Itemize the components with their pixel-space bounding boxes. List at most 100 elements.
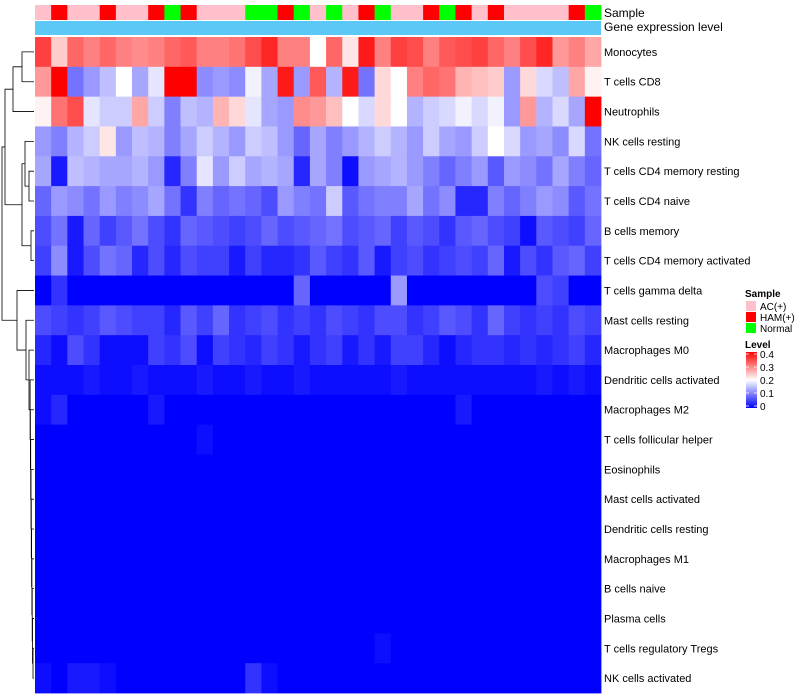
gene-annotation-label: Gene expression level <box>604 20 723 34</box>
heatmap-cell <box>503 37 521 68</box>
heatmap-cell <box>261 156 278 187</box>
heatmap-cell <box>115 215 133 247</box>
heatmap-cell <box>520 126 537 157</box>
heatmap-cell <box>67 156 84 187</box>
heatmap-cell <box>67 215 84 247</box>
heatmap-cell <box>358 37 375 68</box>
heatmap-cell <box>552 335 570 366</box>
heatmap-cell <box>293 126 311 157</box>
heatmap-cell <box>520 663 537 694</box>
heatmap-cell <box>99 215 117 247</box>
heatmap-cell <box>293 37 311 68</box>
heatmap-cell <box>326 215 343 247</box>
heatmap-cell <box>277 543 295 575</box>
heatmap-cell <box>342 335 359 366</box>
heatmap-cell <box>520 156 537 187</box>
heatmap-cell <box>342 394 359 426</box>
heatmap-cell <box>35 663 52 694</box>
heatmap-cell <box>568 66 586 98</box>
heatmap-cell <box>35 66 52 98</box>
heatmap-cell <box>35 275 52 306</box>
sample-annotation-cell <box>180 5 198 20</box>
heatmap-cell <box>326 275 343 306</box>
heatmap-cell <box>503 126 521 157</box>
heatmap-cell <box>164 126 181 157</box>
heatmap-cell <box>439 633 456 664</box>
heatmap-cell <box>293 633 311 664</box>
heatmap-cell <box>293 603 311 634</box>
heatmap-cell <box>326 543 343 575</box>
heatmap-cell <box>180 394 198 426</box>
heatmap-cell <box>99 633 117 664</box>
heatmap-cell <box>568 424 586 455</box>
heatmap-cell <box>51 335 68 366</box>
heatmap-cell <box>212 454 230 485</box>
heatmap-cell <box>423 96 440 127</box>
heatmap-cell <box>148 37 165 68</box>
heatmap-cell <box>180 126 198 157</box>
heatmap-cell <box>423 245 440 276</box>
heatmap-cell <box>326 96 343 127</box>
heatmap-cell <box>277 37 295 68</box>
heatmap-cell <box>536 394 553 426</box>
heatmap-cell <box>584 484 602 515</box>
heatmap-cell <box>261 573 278 604</box>
heatmap-cell <box>520 484 537 515</box>
heatmap-cell <box>374 484 392 515</box>
heatmap-cell <box>67 365 84 396</box>
heatmap-cell <box>487 573 505 604</box>
sample-annotation-cell <box>245 5 262 20</box>
heatmap-cell <box>326 603 343 634</box>
heatmap-cell <box>67 37 84 68</box>
heatmap-cell <box>342 484 359 515</box>
heatmap-cell <box>358 245 375 276</box>
heatmap-cell <box>164 365 181 396</box>
heatmap-cell <box>342 156 359 187</box>
heatmap-cell <box>67 96 84 127</box>
heatmap-cell <box>35 96 52 127</box>
heatmap-cell <box>229 37 246 68</box>
heatmap-cell <box>115 156 133 187</box>
heatmap-cell <box>536 186 553 217</box>
heatmap-cell <box>261 245 278 276</box>
heatmap-cell <box>115 484 133 515</box>
heatmap-cell <box>406 186 424 217</box>
heatmap-cell <box>277 305 295 336</box>
heatmap-cell <box>196 573 214 604</box>
heatmap-cell <box>83 514 101 545</box>
heatmap-cell <box>261 365 278 396</box>
heatmap-cell <box>99 603 117 634</box>
heatmap-cell <box>358 126 375 157</box>
heatmap-cell <box>180 245 198 276</box>
heatmap-cell <box>148 454 165 485</box>
heatmap-cell <box>277 663 295 694</box>
sample-annotation-cell <box>115 5 133 20</box>
heatmap-cell <box>83 186 101 217</box>
heatmap-cell <box>99 245 117 276</box>
row-label: Monocytes <box>604 47 658 59</box>
heatmap-cell <box>115 37 133 68</box>
heatmap-cell <box>148 126 165 157</box>
heatmap-cell <box>164 543 181 575</box>
heatmap-cell <box>423 66 440 98</box>
legend-level-tick-label: 0.1 <box>760 389 774 400</box>
heatmap-cell <box>552 96 570 127</box>
heatmap-cell <box>503 156 521 187</box>
sample-annotation-cell <box>164 5 181 20</box>
heatmap-cell <box>342 275 359 306</box>
heatmap-cell <box>83 603 101 634</box>
sample-annotation-label: Sample <box>604 6 645 20</box>
heatmap-cell <box>568 573 586 604</box>
heatmap-cell <box>406 663 424 694</box>
heatmap-cell <box>536 156 553 187</box>
heatmap-cell <box>115 573 133 604</box>
heatmap-cell <box>51 96 68 127</box>
heatmap-cell <box>83 126 101 157</box>
heatmap-cell <box>212 215 230 247</box>
heatmap-cell <box>164 96 181 127</box>
row-label: T cells regulatory Tregs <box>604 643 719 655</box>
heatmap-cell <box>487 215 505 247</box>
heatmap-cell <box>374 394 392 426</box>
heatmap-cell <box>212 603 230 634</box>
heatmap-cell <box>148 573 165 604</box>
